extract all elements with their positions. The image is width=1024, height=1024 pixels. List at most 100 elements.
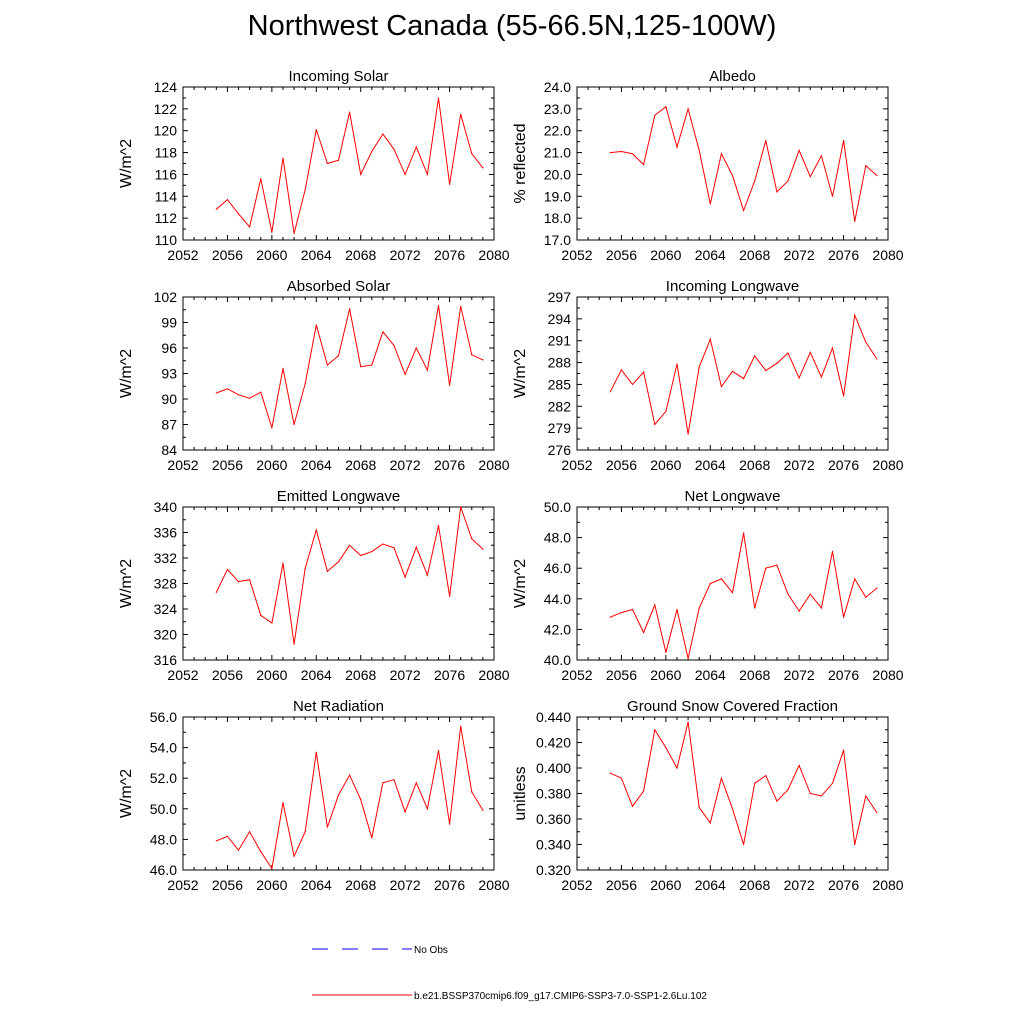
- x-tick-label: 2072: [390, 877, 421, 893]
- x-tick-label: 2080: [478, 667, 509, 683]
- data-point: [698, 607, 700, 609]
- data-point: [654, 423, 656, 426]
- data-point: [676, 363, 678, 365]
- data-point: [360, 554, 362, 557]
- y-tick-label: 276: [548, 442, 572, 458]
- data-point: [448, 183, 451, 185]
- data-point: [282, 367, 284, 369]
- y-tick-label: 93: [161, 366, 177, 382]
- data-point: [237, 580, 240, 583]
- data-point: [643, 163, 645, 166]
- y-tick-label: 52.0: [150, 770, 177, 786]
- x-tick-label: 2068: [739, 877, 770, 893]
- x-tick-label: 2064: [695, 877, 726, 893]
- y-tick-label: 24.0: [544, 79, 571, 95]
- data-point: [665, 747, 667, 749]
- x-tick-label: 2064: [695, 667, 726, 683]
- y-tick-label: 332: [154, 550, 178, 566]
- x-tick-label: 2052: [167, 457, 198, 473]
- data-point: [765, 369, 767, 372]
- x-tick-label: 2068: [739, 667, 770, 683]
- data-point: [271, 427, 273, 429]
- data-point: [304, 383, 306, 385]
- x-tick-label: 2052: [561, 457, 592, 473]
- data-point: [809, 792, 811, 795]
- y-tick-label: 320: [154, 627, 178, 643]
- y-tick-label: 0.420: [536, 735, 571, 751]
- data-point: [609, 151, 611, 154]
- data-point: [654, 729, 656, 731]
- data-point: [720, 578, 722, 580]
- data-point: [315, 129, 317, 131]
- data-point: [215, 591, 217, 594]
- data-point: [731, 808, 734, 810]
- y-tick-label: 21.0: [544, 145, 571, 161]
- data-point: [326, 364, 328, 366]
- x-tick-label: 2080: [478, 877, 509, 893]
- data-point: [776, 800, 778, 802]
- data-point: [798, 764, 800, 767]
- series-line: [610, 532, 878, 659]
- panel-title: Absorbed Solar: [287, 278, 390, 295]
- panel-title: Net Radiation: [293, 698, 384, 715]
- data-point: [415, 782, 417, 784]
- y-tick-label: 102: [154, 289, 178, 305]
- panel-frame: [182, 296, 495, 451]
- x-tick-label: 2080: [478, 247, 509, 263]
- y-tick-label: 288: [548, 355, 572, 371]
- x-tick-label: 2076: [828, 667, 859, 683]
- data-point: [720, 777, 722, 779]
- data-point: [482, 359, 484, 361]
- data-point: [665, 106, 667, 108]
- panel-title: Ground Snow Covered Fraction: [627, 698, 838, 715]
- x-tick-label: 2072: [784, 457, 815, 473]
- data-point: [360, 173, 362, 176]
- x-tick-label: 2072: [784, 667, 815, 683]
- data-point: [820, 155, 822, 157]
- x-tick-label: 2060: [256, 457, 287, 473]
- x-tick-label: 2080: [478, 457, 509, 473]
- data-point: [643, 790, 645, 792]
- data-point: [631, 383, 634, 386]
- data-point: [404, 576, 406, 578]
- y-tick-label: 50.0: [544, 499, 571, 515]
- y-tick-label: 0.360: [536, 811, 571, 827]
- x-tick-label: 2064: [301, 247, 332, 263]
- data-point: [437, 750, 440, 752]
- legend-model-label: b.e21.BSSP370cmip6.f09_g17.CMIP6-SSP3-7.…: [414, 991, 707, 1002]
- y-tick-label: 316: [154, 652, 178, 668]
- data-point: [249, 226, 251, 228]
- data-point: [337, 794, 340, 796]
- data-point: [415, 146, 417, 148]
- x-tick-label: 2068: [739, 247, 770, 263]
- legend-obs-label: No Obs: [414, 945, 448, 956]
- y-tick-label: 114: [155, 188, 178, 204]
- y-tick-label: 90: [161, 391, 177, 407]
- y-tick-label: 0.400: [536, 760, 571, 776]
- series-line: [216, 726, 484, 870]
- x-tick-label: 2056: [606, 877, 637, 893]
- data-point: [876, 587, 878, 589]
- data-point: [315, 324, 317, 326]
- data-point: [249, 831, 251, 833]
- y-tick-label: 46.0: [150, 862, 177, 878]
- data-point: [460, 305, 462, 307]
- data-point: [842, 749, 845, 751]
- y-tick-label: 87: [161, 417, 177, 433]
- data-point: [831, 347, 834, 349]
- data-point: [326, 826, 328, 828]
- data-point: [709, 203, 711, 205]
- data-point: [382, 331, 384, 333]
- y-tick-label: 99: [161, 315, 177, 331]
- x-tick-label: 2076: [828, 457, 859, 473]
- data-point: [631, 608, 634, 611]
- x-tick-label: 2064: [301, 667, 332, 683]
- data-point: [609, 391, 611, 393]
- data-point: [809, 176, 811, 178]
- y-tick-label: 291: [548, 333, 572, 349]
- data-point: [654, 604, 656, 606]
- y-tick-label: 20.0: [544, 166, 571, 182]
- data-point: [226, 835, 229, 837]
- data-point: [865, 341, 867, 343]
- data-point: [415, 347, 417, 349]
